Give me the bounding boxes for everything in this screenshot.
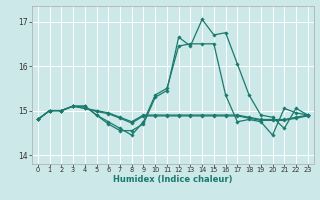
X-axis label: Humidex (Indice chaleur): Humidex (Indice chaleur) bbox=[113, 175, 233, 184]
